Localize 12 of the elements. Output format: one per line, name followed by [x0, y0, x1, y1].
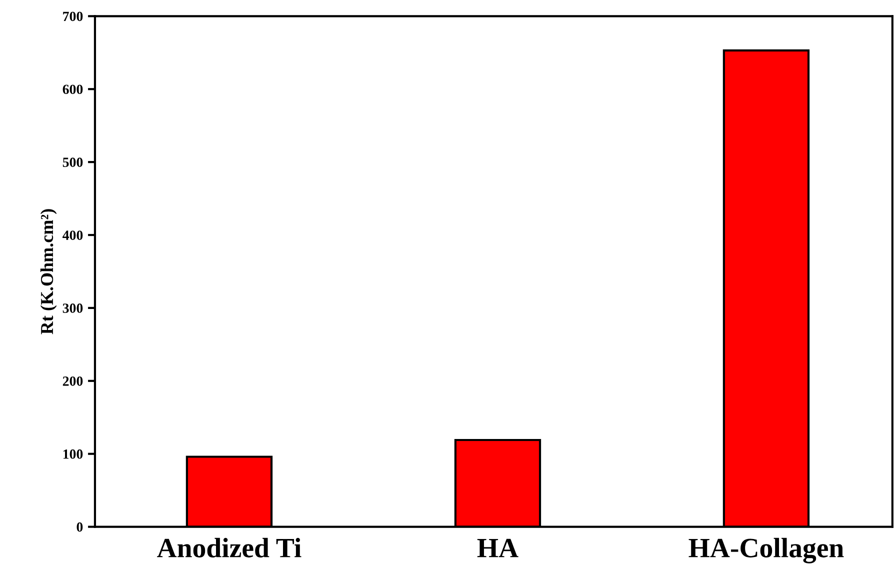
y-tick-label: 400	[62, 230, 83, 240]
x-tick-label: HA-Collagen	[688, 538, 844, 564]
y-tick-label: 200	[62, 376, 83, 386]
y-tick-label: 100	[63, 449, 83, 459]
y-tick-label: 0	[76, 522, 83, 532]
y-tick-label: 300	[62, 304, 83, 313]
x-tick-label: HA	[477, 538, 518, 558]
y-tick-label: 700	[63, 12, 83, 22]
y-tick-label: 600	[62, 84, 83, 94]
y-tick-label: 500	[62, 158, 83, 168]
x-tick-label: Anodized Ti	[157, 538, 302, 558]
y-axis-title: Rt (K.Ohm.cm²)	[40, 209, 57, 334]
